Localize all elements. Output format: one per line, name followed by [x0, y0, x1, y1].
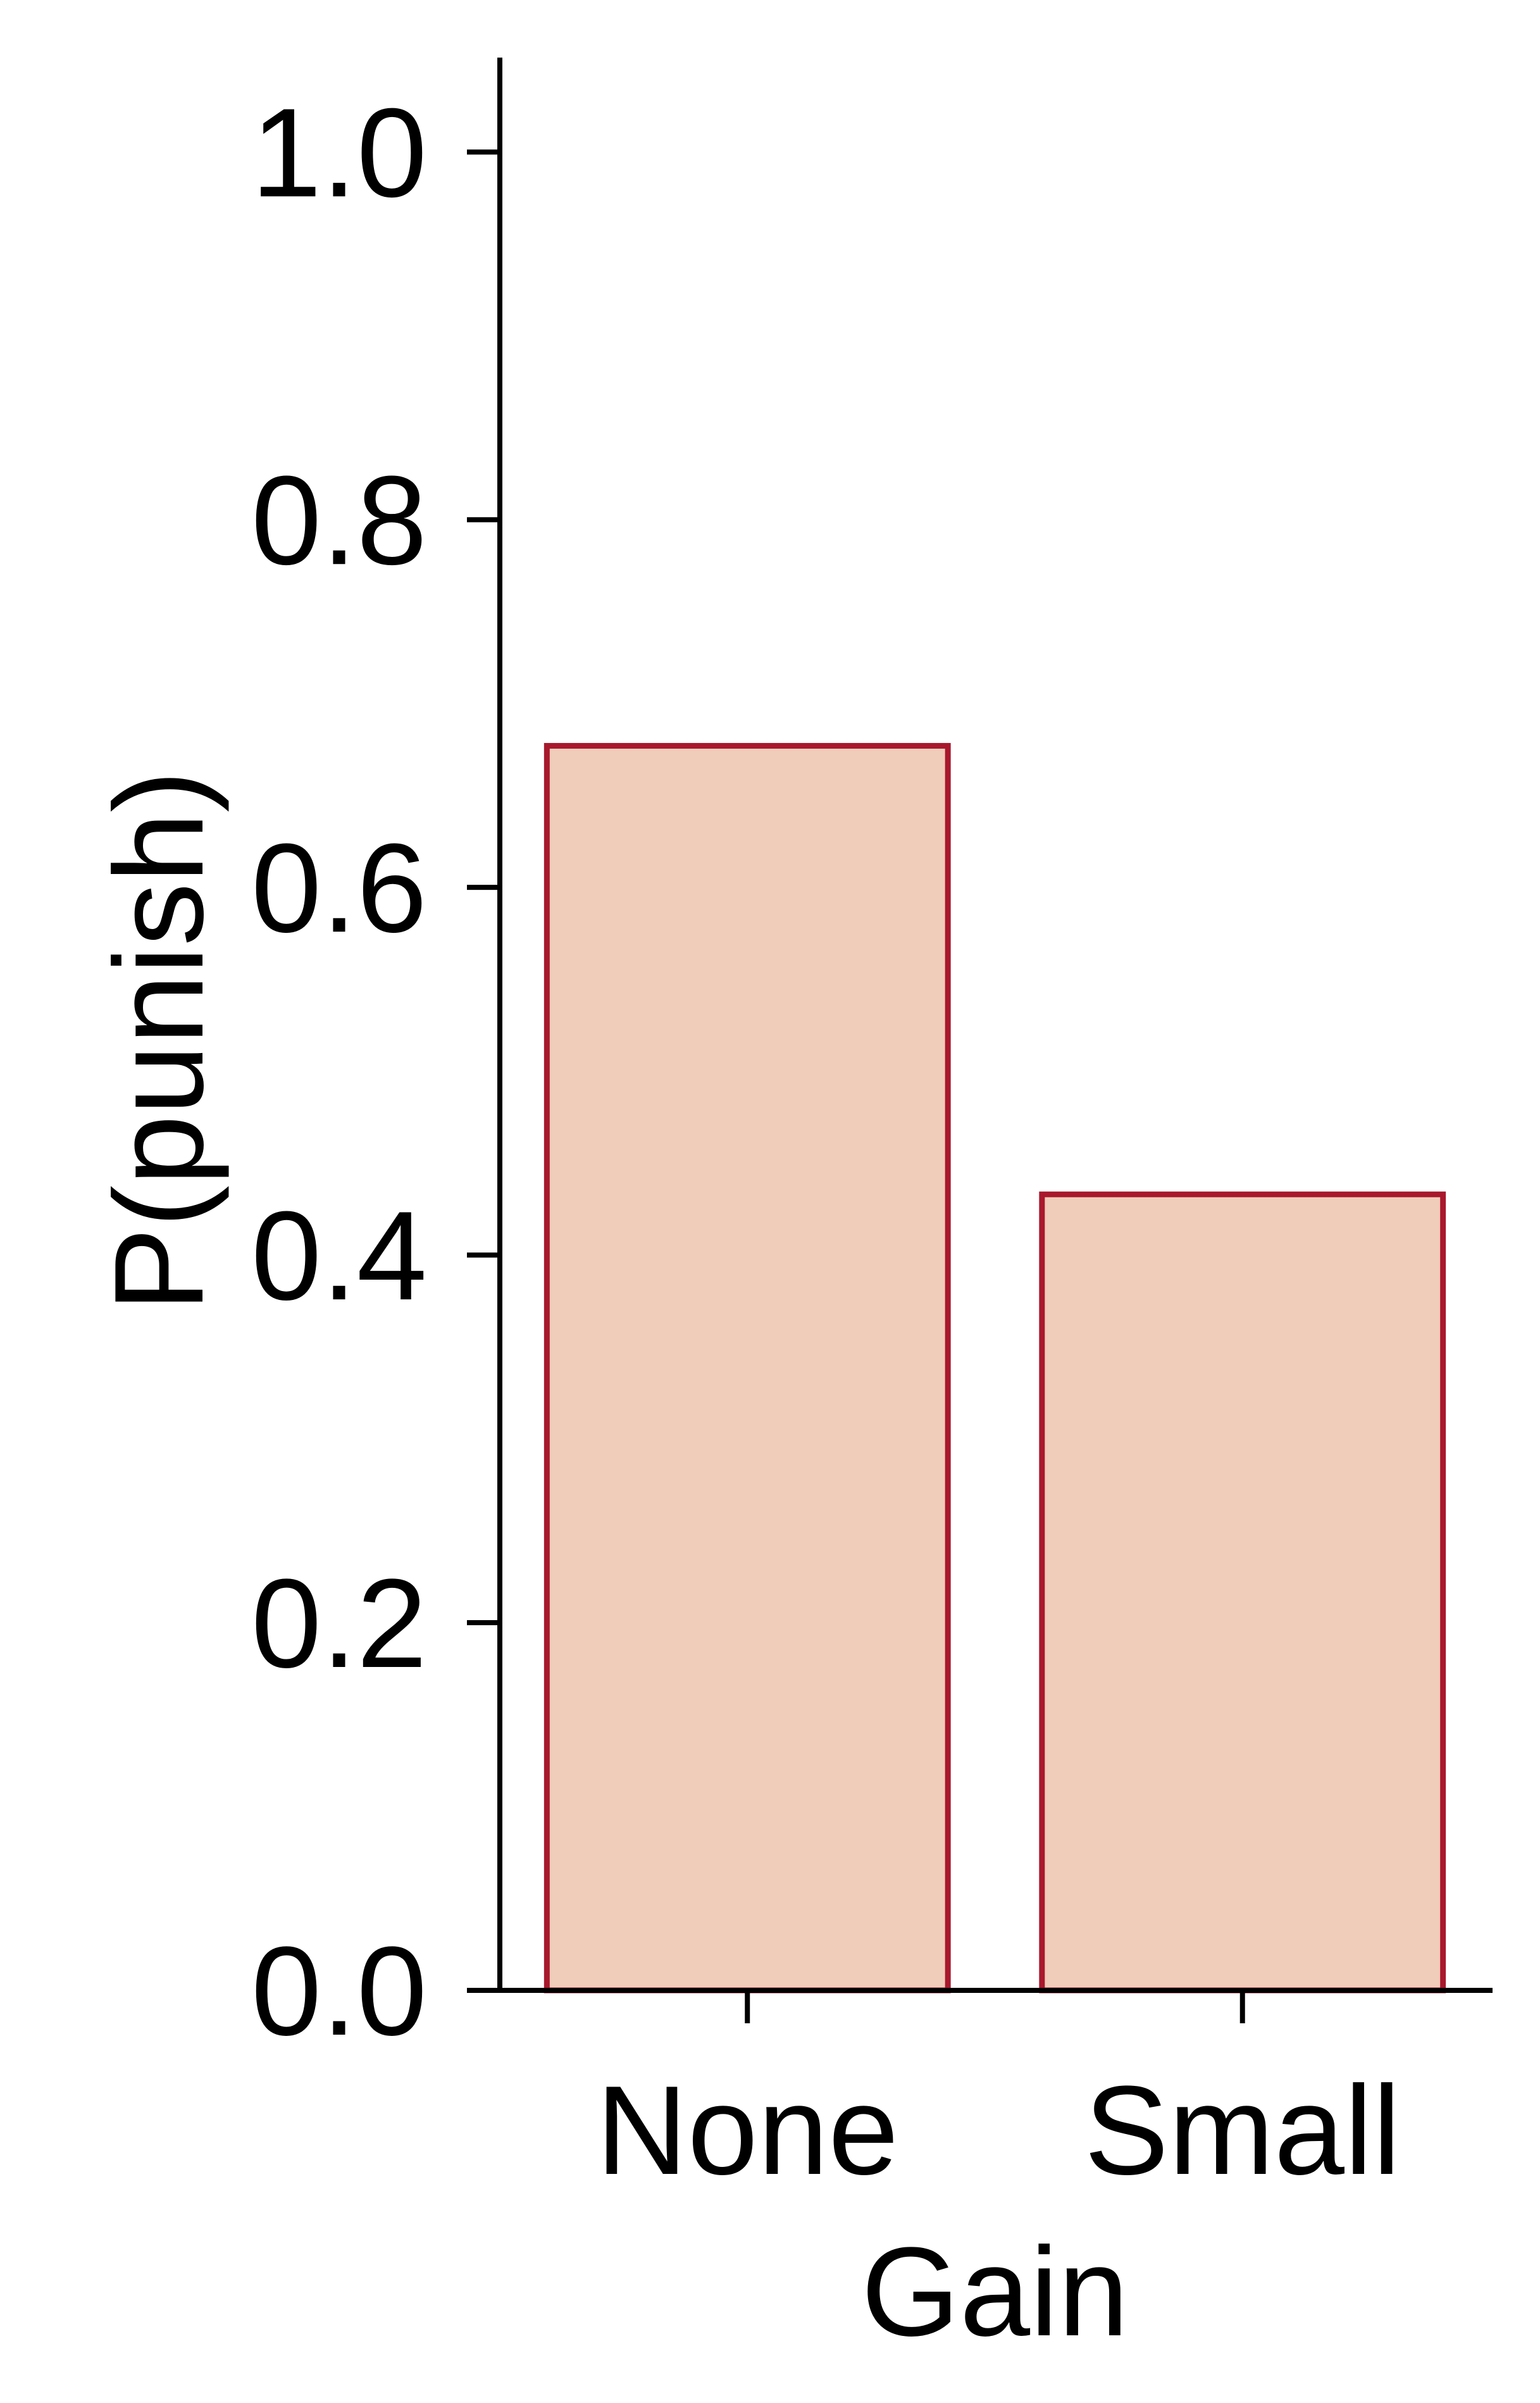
- bars-layer: [543, 742, 1446, 1994]
- labels-layer: Gain P(punish): [89, 770, 1129, 2362]
- x-tick-label: None: [596, 2060, 898, 2201]
- y-tick-label: 0.8: [251, 450, 427, 591]
- axes-layer: 0.0 0.2 0.4 0.6 0.8 1.0 None Small: [251, 58, 1493, 2201]
- x-axis-label: Gain: [861, 2221, 1128, 2362]
- y-tick-label: 0.2: [251, 1553, 427, 1694]
- bar-none: [543, 742, 951, 1994]
- bar-small: [1039, 1191, 1446, 1994]
- y-tick-label: 0.6: [251, 818, 427, 959]
- y-axis-label: P(punish): [89, 770, 230, 1312]
- x-tick-label: Small: [1084, 2060, 1401, 2201]
- y-tick-label: 0.0: [251, 1921, 427, 2062]
- y-tick-label: 0.4: [251, 1185, 427, 1326]
- y-tick-label: 1.0: [251, 82, 427, 223]
